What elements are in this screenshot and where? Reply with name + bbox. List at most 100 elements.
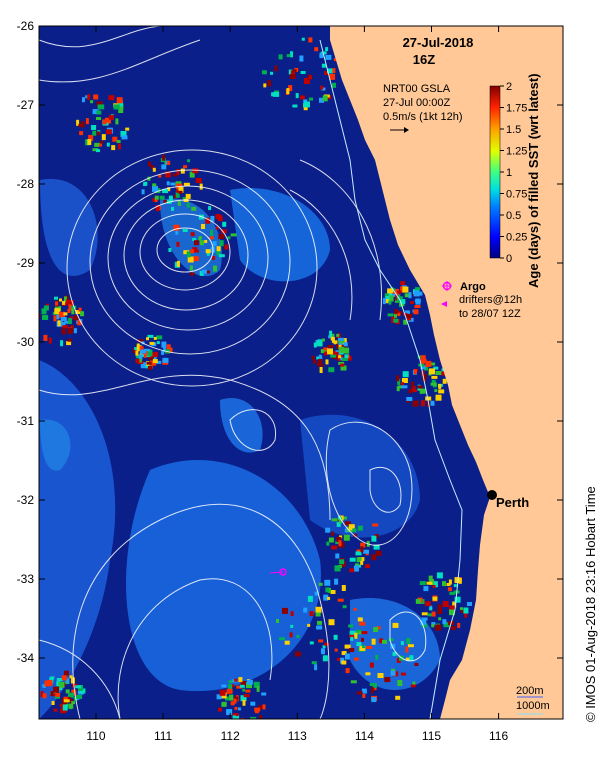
sst-pixel — [426, 581, 433, 585]
sst-pixel — [230, 701, 235, 706]
sst-patch — [220, 398, 263, 453]
perth-marker-icon — [487, 490, 497, 500]
sst-pixel — [64, 320, 71, 324]
sst-pixel — [337, 657, 342, 661]
colorbar-label: Age (days) of filled SST (wrt latest) — [526, 73, 541, 288]
sst-pixel — [408, 389, 413, 394]
colorbar-tick-label: 1.75 — [506, 103, 527, 115]
sst-pixel — [138, 354, 143, 360]
sst-pixel — [338, 339, 345, 344]
sst-pixel — [415, 298, 421, 305]
sst-patch — [40, 178, 98, 276]
title-date: 27-Jul-2018 — [403, 35, 474, 50]
sst-pixel — [321, 87, 326, 91]
sst-pixel — [362, 645, 366, 649]
sst-pixel — [274, 65, 278, 72]
sst-pixel — [75, 685, 82, 689]
sst-pixel — [301, 37, 305, 41]
sst-pixel — [216, 250, 221, 256]
sst-pixel — [177, 200, 181, 206]
sst-pixel — [234, 678, 238, 682]
sst-pixel — [201, 224, 205, 229]
sst-pixel — [390, 293, 396, 297]
sst-pixel — [318, 354, 322, 361]
sst-pixel — [318, 358, 323, 364]
sst-pixel — [82, 97, 85, 103]
sst-pixel — [137, 339, 144, 343]
sst-pixel — [116, 97, 123, 104]
sst-pixel — [222, 221, 227, 227]
sst-pixel — [35, 319, 38, 323]
sst-pixel — [132, 348, 136, 354]
sst-pixel — [411, 684, 416, 688]
sst-pixel — [80, 311, 84, 317]
sst-pixel — [161, 341, 167, 348]
sst-pixel — [356, 642, 362, 647]
sst-pixel — [448, 579, 452, 585]
sst-pixel — [421, 617, 428, 621]
sst-pixel — [182, 229, 188, 232]
sst-pixel — [175, 230, 179, 235]
sst-pixel — [437, 608, 443, 615]
sst-pixel — [408, 292, 412, 299]
sst-pixel — [92, 130, 97, 136]
sst-pixel — [193, 256, 199, 262]
sst-pixel — [314, 591, 319, 596]
sst-pixel — [154, 195, 159, 200]
sst-pixel — [161, 164, 167, 170]
sst-pixel — [140, 349, 147, 354]
colorbar-tick-label: 1.25 — [506, 146, 527, 158]
sst-pixel — [382, 639, 387, 644]
sst-pixel — [62, 321, 66, 328]
sst-pixel — [152, 167, 156, 172]
sst-pixel — [317, 361, 320, 367]
sst-pixel — [431, 375, 438, 379]
sst-pixel — [361, 637, 364, 642]
sst-pixel — [229, 695, 234, 701]
sst-pixel — [70, 325, 74, 331]
sst-pixel — [62, 300, 66, 305]
argo-float-icon — [269, 568, 287, 576]
sst-pixel — [76, 695, 83, 699]
colorbar-tick-label: 2 — [506, 81, 512, 93]
sst-pixel — [261, 70, 267, 75]
sst-pixel — [238, 677, 243, 683]
sst-pixel — [221, 701, 227, 707]
sst-pixel — [212, 256, 216, 260]
sst-pixel — [387, 313, 394, 317]
sst-pixel — [167, 161, 171, 165]
sst-pixel — [96, 149, 100, 153]
sst-pixel — [230, 233, 237, 237]
sst-pixel — [296, 635, 300, 638]
sst-pixel — [91, 125, 97, 130]
sst-pixel — [96, 101, 103, 107]
sst-pixel — [320, 363, 324, 367]
sst-pixel — [159, 195, 165, 200]
sst-pixel — [201, 269, 207, 274]
sst-pixel — [71, 308, 75, 315]
sst-pixel — [56, 314, 60, 320]
sst-pixel — [186, 251, 191, 258]
sst-pixel — [292, 104, 298, 108]
sst-pixel — [85, 118, 89, 125]
sst-pixel — [325, 47, 329, 52]
sst-pixel — [69, 316, 74, 320]
sst-pixel — [393, 288, 399, 295]
x-tick-label: 110 — [86, 729, 105, 743]
sst-pixel — [314, 47, 319, 52]
sst-pixel — [218, 254, 225, 258]
land-australia — [330, 26, 563, 719]
sst-pixel — [433, 581, 438, 588]
sst-pixel — [371, 554, 377, 561]
sst-pixel — [43, 334, 48, 341]
sst-pixel — [374, 534, 379, 538]
sst-pixel — [460, 607, 463, 611]
sst-pixel — [420, 619, 427, 625]
sst-pixel — [333, 340, 338, 345]
drifter-legend-icon — [441, 301, 447, 307]
sst-pixel — [216, 694, 222, 700]
sst-pixel — [353, 533, 358, 537]
sst-pixel — [333, 58, 338, 62]
x-axis: 110 111 112 113 114 115 116 — [86, 26, 508, 743]
sst-pixel — [331, 336, 335, 343]
